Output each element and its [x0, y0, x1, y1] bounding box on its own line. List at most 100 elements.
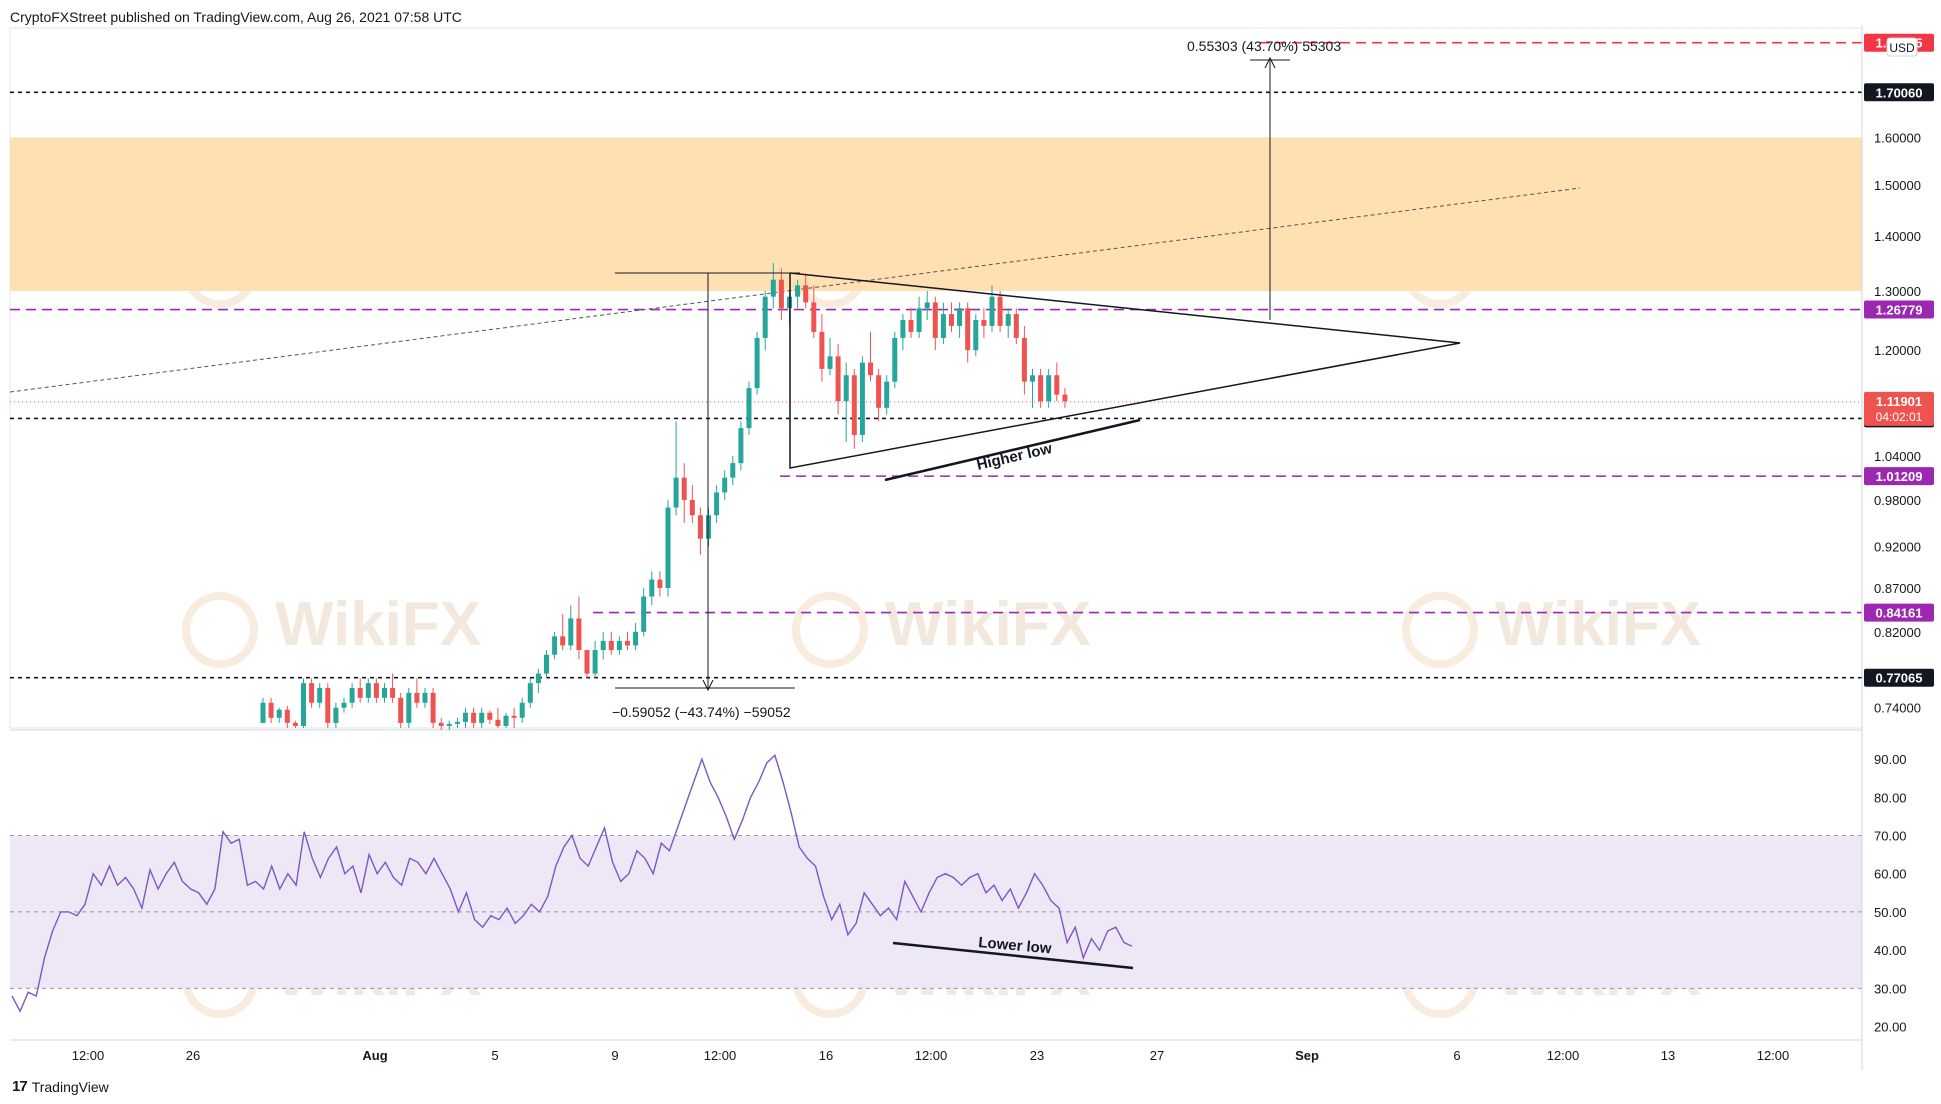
- candle-body: [406, 692, 412, 723]
- candle-body: [795, 285, 801, 297]
- candle: [357, 678, 363, 703]
- candle-body: [341, 702, 347, 708]
- price-axis[interactable]: 1.818451.700601.267791.094261.012090.841…: [1861, 25, 1934, 1070]
- price-tick-label: 1.30000: [1874, 284, 1921, 299]
- candle-body: [1005, 314, 1011, 326]
- candle: [422, 688, 428, 708]
- candle: [382, 683, 387, 703]
- candle-body: [317, 688, 323, 703]
- price-tick-label: 0.74000: [1874, 701, 1921, 716]
- candle-body: [714, 492, 720, 516]
- candle-body: [284, 709, 290, 723]
- candle: [398, 692, 404, 728]
- chart-canvas[interactable]: WikiFXWikiFXWikiFXWikiFXWikiFXWikiFXWiki…: [0, 0, 1941, 1070]
- candle-body: [819, 331, 825, 369]
- time-tick-label: 9: [611, 1048, 618, 1063]
- candle: [438, 717, 444, 731]
- candle: [835, 344, 841, 415]
- candle-body: [479, 712, 485, 723]
- candle-body: [981, 319, 987, 326]
- candle: [325, 683, 331, 728]
- candle-body: [965, 308, 971, 351]
- time-tick-label: 16: [819, 1048, 833, 1063]
- candle-body: [438, 722, 444, 726]
- candle: [738, 421, 744, 471]
- candle-body: [576, 618, 582, 651]
- candle-body: [414, 692, 420, 703]
- candle-body: [973, 319, 979, 351]
- candle-body: [900, 319, 906, 338]
- candle: [414, 678, 420, 708]
- candle-body: [1062, 394, 1068, 402]
- candle: [487, 710, 493, 724]
- candle-body: [876, 375, 882, 408]
- lower-low-line: [892, 941, 1134, 970]
- candle-body: [892, 337, 898, 382]
- candle: [762, 290, 768, 351]
- candle-body: [454, 721, 460, 724]
- wikifx-logo-icon: [1402, 592, 1478, 668]
- candle-body: [957, 308, 963, 326]
- watermark-text: WikiFX: [1495, 590, 1701, 659]
- candle-body: [924, 302, 930, 309]
- candle-body: [357, 688, 363, 698]
- lower-low-label: Lower low: [978, 934, 1053, 957]
- candle-body: [503, 715, 509, 726]
- candle: [430, 688, 436, 728]
- candle-body: [730, 463, 736, 478]
- candle: [284, 705, 290, 728]
- candle-body: [722, 477, 728, 493]
- candle-body: [673, 477, 679, 508]
- trend-line: [9, 187, 1581, 393]
- level-badge-label: 1.70060: [1876, 85, 1923, 100]
- rsi-tick-label: 60.00: [1874, 867, 1907, 882]
- rsi-pane[interactable]: Lower low: [10, 754, 1862, 1013]
- time-axis[interactable]: 12:00 26 Aug 5 9 12:00 16 12:00 23 27 Sep 6 12:00 13 1…: [10, 1039, 1862, 1063]
- candle: [973, 314, 979, 357]
- watermark-text: WikiFX: [275, 590, 481, 659]
- higher-low-line: [884, 418, 1141, 482]
- candle: [309, 678, 315, 708]
- rsi-axis[interactable]: 90.00 80.00 70.00 60.00 50.00 40.00 30.00 20.00: [1874, 752, 1907, 1034]
- candle: [1046, 368, 1052, 408]
- rsi-tick-label: 30.00: [1874, 981, 1907, 996]
- watermark-text: WikiFX: [885, 590, 1091, 659]
- candle-body: [292, 722, 298, 726]
- candle-body: [738, 428, 744, 464]
- candle: [568, 605, 574, 651]
- candle-body: [560, 636, 566, 646]
- candle-body: [940, 314, 946, 338]
- candle: [876, 368, 882, 422]
- price-pane[interactable]: Higher low −0.59052 (−43.74%) −59052 0.553…: [9, 27, 1863, 731]
- candle-body: [608, 640, 614, 651]
- candle-body: [811, 302, 817, 332]
- candle: [859, 356, 865, 442]
- candle: [851, 368, 857, 449]
- current-price-label: 1.11901: [1876, 394, 1922, 409]
- candle-body: [511, 715, 517, 718]
- tradingview-brand: TradingView: [31, 1078, 109, 1095]
- candle: [454, 717, 460, 728]
- candle: [940, 302, 946, 345]
- candle: [1038, 368, 1044, 408]
- candle-body: [398, 697, 404, 723]
- level-badge: [1864, 603, 1934, 622]
- arrow-down-icon: [702, 679, 714, 692]
- rsi-band: [10, 835, 1862, 989]
- candle: [949, 302, 954, 332]
- candle-body: [268, 702, 274, 718]
- candle: [754, 331, 760, 395]
- candle-body: [390, 688, 396, 698]
- time-tick-label: 13: [1661, 1048, 1675, 1063]
- time-tick-label: Sep: [1295, 1048, 1319, 1063]
- candle-body: [770, 279, 776, 297]
- countdown-label: 04:02:01: [1876, 410, 1923, 424]
- tradingview-footer: 17 TradingView: [12, 1078, 109, 1095]
- candle-body: [665, 507, 671, 589]
- candle-body: [746, 388, 752, 429]
- candle-body: [851, 375, 857, 435]
- currency-box: [1886, 37, 1918, 57]
- candle: [770, 263, 776, 309]
- candle-body: [1046, 375, 1052, 402]
- candle: [908, 308, 914, 338]
